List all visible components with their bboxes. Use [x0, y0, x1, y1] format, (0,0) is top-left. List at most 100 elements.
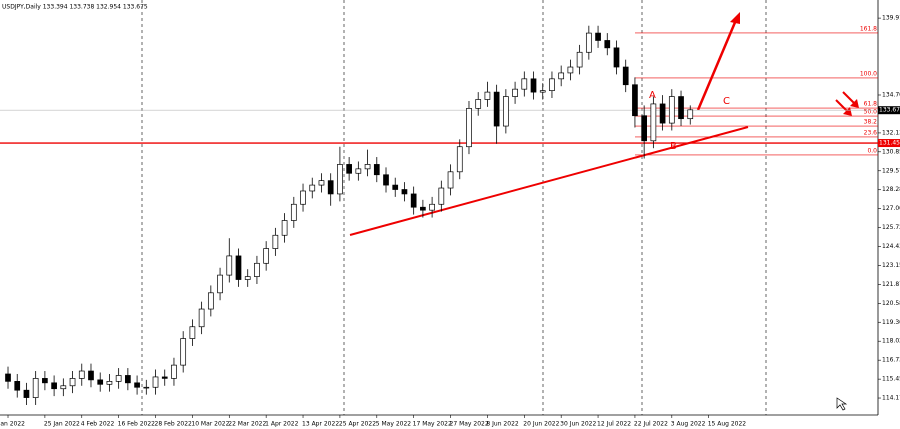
- y-tick-label: 128.285: [882, 186, 900, 193]
- candle-body: [687, 109, 694, 120]
- y-tick-label: 116.735: [882, 357, 900, 364]
- trend-line: [349, 126, 749, 236]
- candle-body: [585, 32, 592, 53]
- fib-label: 38.2: [864, 119, 878, 126]
- y-tick-label: 119.305: [882, 319, 900, 326]
- candle-body: [530, 78, 537, 93]
- support-label: 131.450: [879, 140, 900, 147]
- chart-title: USDJPY,Daily 133.394 133.738 132.954 133…: [2, 4, 148, 11]
- candle-body: [576, 51, 583, 68]
- candle-body: [567, 66, 574, 74]
- candle-body: [23, 389, 30, 398]
- candle-body: [337, 164, 343, 195]
- candle-body: [263, 248, 270, 264]
- candle-body: [493, 91, 500, 127]
- x-tick-label: 3 Aug 2022: [671, 421, 706, 428]
- arrow-head: [843, 107, 852, 116]
- candle-body: [5, 373, 11, 382]
- candle-body: [438, 187, 445, 205]
- x-tick-label: 12 Jul 2022: [597, 421, 631, 428]
- fib-label: 50.0: [864, 109, 878, 116]
- candle-body: [632, 84, 638, 117]
- y-tick-label: 132.135: [882, 129, 900, 136]
- x-tick-label: 13 Jan 2022: [0, 421, 25, 428]
- candle-body: [32, 378, 39, 398]
- candle-body: [466, 107, 472, 148]
- candle-body: [604, 40, 611, 49]
- candle-body: [300, 190, 306, 205]
- candle-body: [346, 164, 352, 174]
- x-tick-label: 15 Aug 2022: [708, 421, 747, 428]
- y-tick-label: 121.870: [882, 281, 900, 288]
- candle-body: [171, 364, 177, 379]
- x-tick-label: 13 Apr 2022: [302, 421, 339, 428]
- candle-body: [217, 274, 223, 294]
- arrow-head: [850, 99, 859, 108]
- candle-body: [659, 103, 666, 124]
- candle-body: [207, 292, 214, 310]
- layout: [0, 0, 879, 416]
- x-tick-label: 8 Jun 2022: [486, 421, 518, 428]
- candle-body: [180, 338, 187, 366]
- annotation: B: [670, 141, 677, 152]
- candle-body: [254, 262, 260, 277]
- candle-body: [650, 103, 657, 142]
- candle-body: [429, 203, 435, 211]
- candle-body: [475, 99, 482, 109]
- candle-body: [226, 255, 233, 276]
- annotation: C: [723, 96, 730, 107]
- fib-label: 61.8: [864, 101, 878, 108]
- y-tick-label: 118.020: [882, 338, 900, 345]
- candle-body: [198, 308, 205, 328]
- y-tick-label: 139.915: [882, 15, 900, 22]
- y-tick-label: 114.170: [882, 395, 900, 402]
- y-tick-label: 124.435: [882, 243, 900, 250]
- x-tick-label: 25 Jan 2022: [44, 421, 80, 428]
- y-tick-label: 123.155: [882, 262, 900, 269]
- candle-body: [484, 91, 491, 100]
- candle-body: [235, 255, 242, 280]
- candle-body: [355, 168, 362, 174]
- y-tick-label: 125.720: [882, 224, 900, 231]
- candle-body: [318, 180, 325, 186]
- candle-body: [272, 234, 279, 249]
- candle-body: [641, 115, 648, 142]
- candle-body: [521, 78, 528, 90]
- x-tick-label: 4 Feb 2022: [81, 421, 115, 428]
- y-tick-label: 134.705: [882, 91, 900, 98]
- price-tag: [878, 139, 900, 148]
- candle-body: [281, 220, 288, 236]
- candle-body: [161, 376, 168, 379]
- candle-body: [595, 32, 601, 41]
- x-tick-label: 25 Apr 2022: [339, 421, 376, 428]
- x-tick-label: 10 Mar 2022: [191, 421, 229, 428]
- candle-body: [622, 66, 629, 86]
- fib-label: 161.8: [860, 25, 877, 32]
- price-label: 133.675: [879, 107, 900, 114]
- x-tick-label: 1 Apr 2022: [265, 421, 298, 428]
- y-tick-label: 120.585: [882, 300, 900, 307]
- candle-body: [88, 370, 94, 381]
- x-tick-label: 22 Jul 2022: [634, 421, 668, 428]
- candle-body: [97, 379, 104, 385]
- candle-body: [134, 382, 140, 388]
- candle-body: [678, 96, 684, 120]
- candle-body: [456, 146, 463, 173]
- candle-body: [60, 385, 67, 390]
- price-tag: [878, 106, 900, 115]
- fib-label: 0.0: [867, 147, 877, 154]
- arrow: [842, 91, 856, 105]
- x-tick-label: 17 May 2022: [413, 421, 452, 428]
- candle-body: [51, 382, 57, 390]
- arrow-head: [730, 12, 740, 24]
- candle-body: [392, 184, 399, 190]
- y-tick-label: 115.450: [882, 376, 900, 383]
- x-tick-label: 22 Mar 2022: [228, 421, 266, 428]
- candle-body: [106, 381, 113, 385]
- x-tick-label: 16 Feb 2022: [118, 421, 156, 428]
- y-tick-label: 130.855: [882, 148, 900, 155]
- candle-body: [143, 386, 150, 389]
- candle-body: [290, 203, 297, 221]
- x-tick-label: 28 Feb 2022: [155, 421, 193, 428]
